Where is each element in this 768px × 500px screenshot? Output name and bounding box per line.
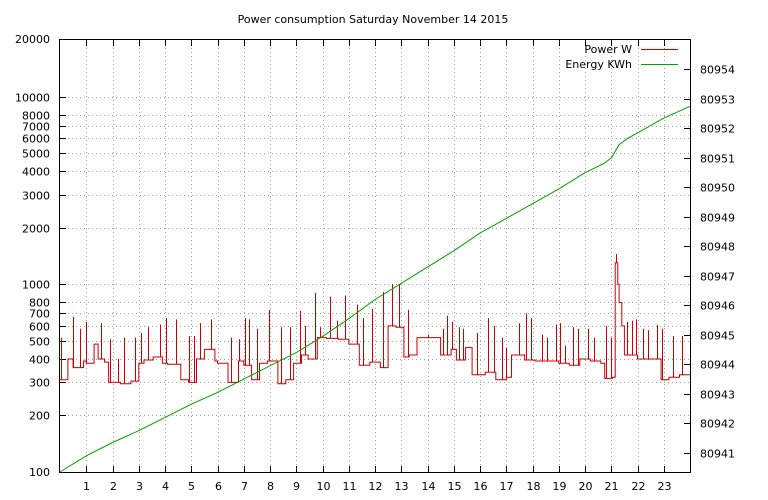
- x-tick-label: 14: [422, 480, 436, 493]
- series-layer: [59, 105, 691, 473]
- x-tick-label: 8: [267, 480, 274, 493]
- x-tick-label: 18: [527, 480, 541, 493]
- x-tick-label: 11: [343, 480, 357, 493]
- x-tick-label: 19: [553, 480, 567, 493]
- legend-label-power: Power W: [584, 43, 632, 56]
- legend-label-energy: Energy KWh: [565, 58, 632, 71]
- y2-tick-label: 80945: [700, 330, 735, 343]
- y2-tick-label: 80954: [700, 64, 735, 77]
- y-tick-label: 8000: [22, 110, 50, 123]
- x-tick-label: 1: [83, 480, 90, 493]
- y2-tick-label: 80942: [700, 418, 735, 431]
- y2-tick-label: 80943: [700, 389, 735, 402]
- y-tick-label: 800: [29, 297, 50, 310]
- x-tick-label: 10: [317, 480, 331, 493]
- y-axis-max-label: 20000: [15, 33, 50, 46]
- y-tick-label: 400: [29, 354, 50, 367]
- y2-tick-label: 80944: [700, 359, 735, 372]
- y-tick-label: 3000: [22, 190, 50, 203]
- y2-tick-label: 80941: [700, 448, 735, 461]
- x-tick-label: 4: [162, 480, 169, 493]
- y-tick-label: 500: [29, 336, 50, 349]
- y-tick-label: 1000: [22, 279, 50, 292]
- x-tick-label: 15: [448, 480, 462, 493]
- y-tick-label: 600: [29, 321, 50, 334]
- y-axis-min-label: 100: [29, 466, 50, 479]
- x-tick-label: 21: [605, 480, 619, 493]
- y-tick-label: 700: [29, 308, 50, 321]
- chart-title: Power consumption Saturday November 14 2…: [238, 13, 509, 26]
- y-tick-label: 4000: [22, 166, 50, 179]
- x-tick-label: 22: [632, 480, 646, 493]
- grid: [60, 40, 690, 472]
- y-tick-label: 300: [29, 377, 50, 390]
- legend: Power W Energy KWh: [565, 43, 678, 71]
- y-tick-label: 7000: [22, 121, 50, 134]
- x-tick-label: 6: [215, 480, 222, 493]
- x-tick-label: 5: [188, 480, 195, 493]
- x-tick-label: 16: [474, 480, 488, 493]
- x-tick-label: 7: [241, 480, 248, 493]
- y2-tick-label: 80952: [700, 123, 735, 136]
- y-tick-label: 10000: [15, 92, 50, 105]
- x-tick-label: 2: [110, 480, 117, 493]
- y-tick-label: 2000: [22, 223, 50, 236]
- series-line-power: [60, 262, 690, 385]
- y-tick-label: 5000: [22, 148, 50, 161]
- y2-tick-label: 80950: [700, 182, 735, 195]
- x-tick-label: 17: [500, 480, 514, 493]
- x-tick-label: 23: [658, 480, 672, 493]
- y-tick-label: 6000: [22, 133, 50, 146]
- series-line-energy: [59, 105, 691, 473]
- y-tick-label: 200: [29, 410, 50, 423]
- y2-tick-label: 80948: [700, 241, 735, 254]
- y2-tick-label: 80946: [700, 300, 735, 313]
- y2-tick-label: 80951: [700, 153, 735, 166]
- axis-ticks: 1 2 3 4 5 6 7 8 9 10 11 12 13 14 15 16 17 18 19 20 21 22 23200…: [15, 40, 735, 493]
- x-tick-label: 20: [579, 480, 593, 493]
- plot-frame: [59, 39, 691, 473]
- x-tick-label: 12: [369, 480, 383, 493]
- y2-tick-label: 80949: [700, 212, 735, 225]
- x-tick-label: 3: [136, 480, 143, 493]
- y2-tick-label: 80947: [700, 271, 735, 284]
- x-tick-label: 9: [293, 480, 300, 493]
- y2-tick-label: 80953: [700, 94, 735, 107]
- x-tick-label: 13: [395, 480, 409, 493]
